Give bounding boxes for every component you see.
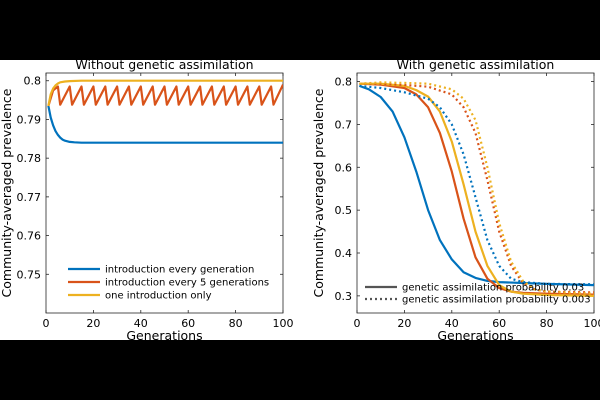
y-tick-label: 0.79 <box>17 113 42 126</box>
legend-label: genetic assimilation probability 0.003 <box>402 295 591 306</box>
plot-area <box>356 72 595 314</box>
legend-label: introduction every 5 generations <box>105 278 269 289</box>
y-tick-label: 0.6 <box>335 161 353 174</box>
x-tick-label: 40 <box>134 317 148 330</box>
x-tick-label: 20 <box>86 317 100 330</box>
y-axis-label: Community-averaged prevalence <box>0 88 14 297</box>
y-tick-label: 0.8 <box>24 75 42 88</box>
y-tick-label: 0.75 <box>17 268 42 281</box>
x-tick-label: 20 <box>397 317 411 330</box>
chart-title: With genetic assimilation <box>397 57 555 72</box>
chart-title: Without genetic assimilation <box>75 57 253 72</box>
x-tick-label: 0 <box>354 317 361 330</box>
y-tick-label: 0.76 <box>17 230 42 243</box>
series-line-yellow-solid <box>359 82 594 297</box>
y-tick-label: 0.4 <box>335 247 353 260</box>
y-tick-label: 0.77 <box>17 191 42 204</box>
chart-panel-1: Without genetic assimilation 0 20 40 60 80 100… <box>0 57 294 343</box>
legend-label: introduction every generation <box>105 265 254 276</box>
legend-label: one introduction only <box>105 291 212 302</box>
series-line-red-solid <box>47 84 283 107</box>
x-tick-label: 0 <box>43 317 50 330</box>
x-tick-label: 80 <box>229 317 243 330</box>
x-tick-label: 80 <box>540 317 554 330</box>
x-axis-label: Generations <box>437 328 513 343</box>
x-tick-label: 100 <box>273 317 294 330</box>
y-tick-label: 0.7 <box>335 118 353 131</box>
series-line-blue-solid <box>359 84 594 287</box>
series-line-yellow-solid <box>47 79 283 107</box>
y-tick-label: 0.5 <box>335 204 353 217</box>
legend-label: genetic assimilation probability 0.03 <box>402 283 584 294</box>
x-tick-label: 100 <box>584 317 600 330</box>
y-axis-label: Community-averaged prevalence <box>311 88 326 297</box>
x-tick-label: 40 <box>445 317 459 330</box>
x-tick-label: 60 <box>181 317 195 330</box>
plot-area <box>45 72 284 314</box>
y-tick-label: 0.78 <box>17 152 42 165</box>
series-line-blue-solid <box>47 105 283 144</box>
x-axis-label: Generations <box>126 328 202 343</box>
y-tick-label: 0.3 <box>335 290 353 303</box>
chart-panel-2: With genetic assimilation 0 20 40 60 80 100 0.3… <box>311 57 600 343</box>
x-tick-label: 60 <box>492 317 506 330</box>
y-tick-label: 0.8 <box>335 76 353 89</box>
